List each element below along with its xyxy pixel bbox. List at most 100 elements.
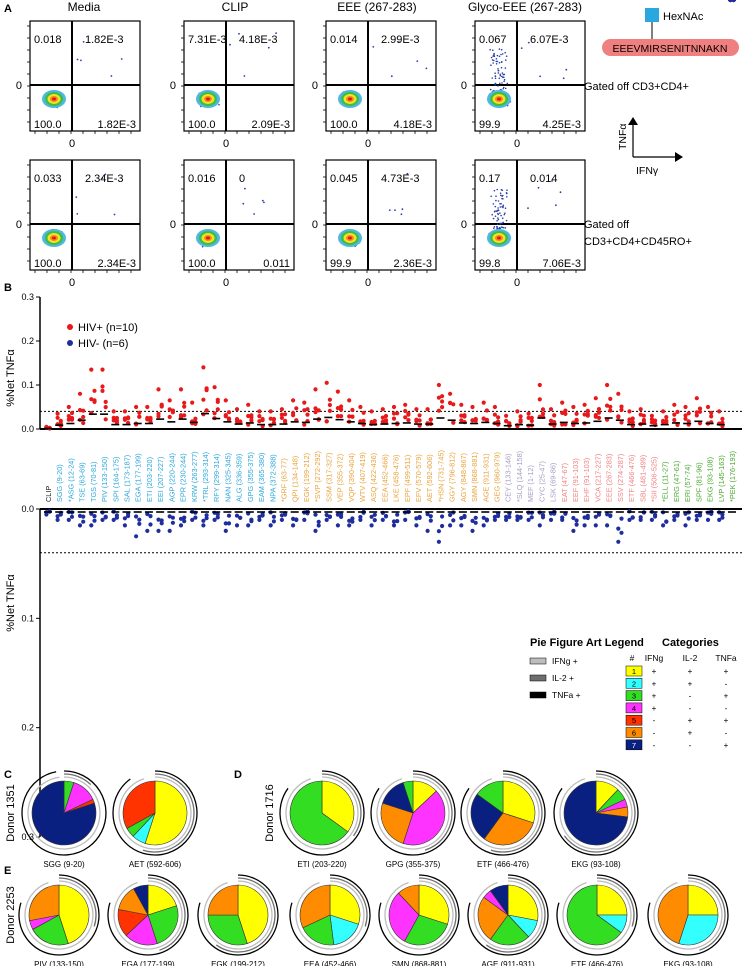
hiv-pos-point xyxy=(627,409,632,414)
category-header: IL-2 xyxy=(683,653,698,663)
hiv-neg-point xyxy=(358,517,363,523)
hiv-neg-point xyxy=(403,517,408,523)
flow-event xyxy=(406,172,409,175)
quadrant-value-ul: 0.014 xyxy=(330,34,358,46)
hiv-pos-point xyxy=(350,414,355,419)
hiv-pos-point xyxy=(672,402,677,407)
hiv-neg-point xyxy=(215,512,220,517)
hiv-neg-point xyxy=(459,516,464,521)
hiv-neg-point xyxy=(137,517,142,522)
hiv-neg-point xyxy=(145,511,150,517)
quadrant-value-ur: 2.34E-3 xyxy=(85,173,124,185)
hiv-neg-point xyxy=(226,521,232,526)
peptide-label: GGY (796-812) xyxy=(448,452,457,502)
hiv-pos-point xyxy=(335,414,340,419)
flow-event xyxy=(243,75,246,77)
hiv-pos-point xyxy=(324,419,329,424)
flow-event xyxy=(493,226,496,228)
hiv-neg-point xyxy=(313,528,318,534)
flow-event xyxy=(504,67,507,69)
flow-plots: 0.018 1.82E-3 100.0 1.82E-3 0 0 7.31E-3 4.18E-3… xyxy=(16,20,586,289)
pie-chart: EGA (177-199) xyxy=(107,874,189,966)
peptide-label: *ELL (11-27) xyxy=(661,461,670,502)
density-peak xyxy=(348,236,352,240)
hiv-neg-point xyxy=(159,521,164,526)
flow-event xyxy=(497,213,500,216)
pie-slice xyxy=(476,780,504,814)
flow-event xyxy=(539,75,541,78)
hiv-pos-point xyxy=(571,404,576,410)
y-tick-label: 0.2 xyxy=(21,723,34,733)
panel-e-letter: E xyxy=(4,865,11,877)
hiv-neg-point xyxy=(347,518,352,523)
category-il2: + xyxy=(688,716,693,725)
pie-chart: SGG (9-20) xyxy=(21,770,107,869)
pie-arc xyxy=(329,877,368,927)
flow-event xyxy=(496,223,499,226)
hiv-neg-point xyxy=(302,517,307,523)
hiv-neg-point xyxy=(182,519,187,524)
flow-event xyxy=(503,86,505,89)
pie-slice xyxy=(133,884,149,916)
hiv-neg-point xyxy=(223,528,228,534)
hiv-neg-point xyxy=(664,519,669,524)
hiv-neg-point xyxy=(347,523,352,528)
hiv-pos-point xyxy=(683,404,688,410)
pie-label: EEA (452-466) xyxy=(304,960,357,966)
hiv-pos-point xyxy=(560,422,565,427)
hiv-neg-point xyxy=(77,523,83,528)
hiv-pos-point xyxy=(122,409,127,414)
flow-plot: 0.016 0 100.0 0.011 0 0 xyxy=(170,159,295,289)
pie-arc xyxy=(553,770,639,856)
hiv-pos-point xyxy=(215,397,220,402)
hiv-pos-point xyxy=(327,408,332,413)
hiv-pos-point xyxy=(552,413,557,418)
quadrant-value-ll: 99.9 xyxy=(479,119,500,131)
y-tick-label: 0.3 xyxy=(21,832,34,842)
y-tick-label: 0.1 xyxy=(21,380,34,390)
hiv-neg-point xyxy=(369,523,374,528)
hiv-neg-point xyxy=(81,514,86,519)
pie-legend-label: TNFa + xyxy=(552,690,581,700)
hiv-neg-point xyxy=(515,514,520,519)
quadrant-value-ul: 0.033 xyxy=(34,173,62,185)
flow-event xyxy=(499,212,501,214)
hiv-neg-point xyxy=(731,0,736,3)
flow-event xyxy=(80,59,82,62)
flow-event xyxy=(503,78,506,81)
flow-event xyxy=(497,207,499,209)
hiv-pos-point xyxy=(283,412,288,417)
hiv-pos-point xyxy=(55,411,60,416)
hiv-neg-point xyxy=(167,528,172,534)
donor-label-e: Donor 2253 xyxy=(5,886,17,944)
hiv-pos-point xyxy=(563,411,568,416)
hiv-neg-point xyxy=(705,517,711,523)
hiv-neg-point xyxy=(428,514,433,519)
category-swatch xyxy=(625,678,643,689)
density-peak xyxy=(497,236,501,240)
flow-event xyxy=(527,41,530,44)
hiv-pos-point xyxy=(661,418,666,423)
flow-event xyxy=(495,199,497,202)
hiv-neg-point xyxy=(391,523,397,528)
quadrant-value-ur: 0 xyxy=(239,173,245,185)
flow-event xyxy=(506,189,508,191)
pie-slice xyxy=(207,884,239,916)
peptide-label: RFY (299-314) xyxy=(212,454,221,502)
quadrant-value-ll: 99.9 xyxy=(330,258,351,270)
hiv-neg-point xyxy=(148,514,153,519)
peptide-label: SAL (173-187) xyxy=(122,455,131,502)
hiv-neg-point xyxy=(428,518,433,523)
hiv-pos-point xyxy=(440,405,445,410)
hiv-neg-point xyxy=(470,528,475,534)
x-axis-zero: 0 xyxy=(69,277,75,289)
category-il2: - xyxy=(689,704,692,713)
hiv-pos-point xyxy=(92,388,97,393)
peptide-label: EEF (91-103) xyxy=(571,458,580,502)
hiv-pos-point xyxy=(672,412,677,417)
pie-label: ETF (466-476) xyxy=(477,860,529,869)
hiv-pos-point xyxy=(470,418,475,423)
hiv-neg-point xyxy=(204,516,209,521)
hiv-pos-point xyxy=(361,410,366,415)
pie-arc xyxy=(18,874,100,956)
